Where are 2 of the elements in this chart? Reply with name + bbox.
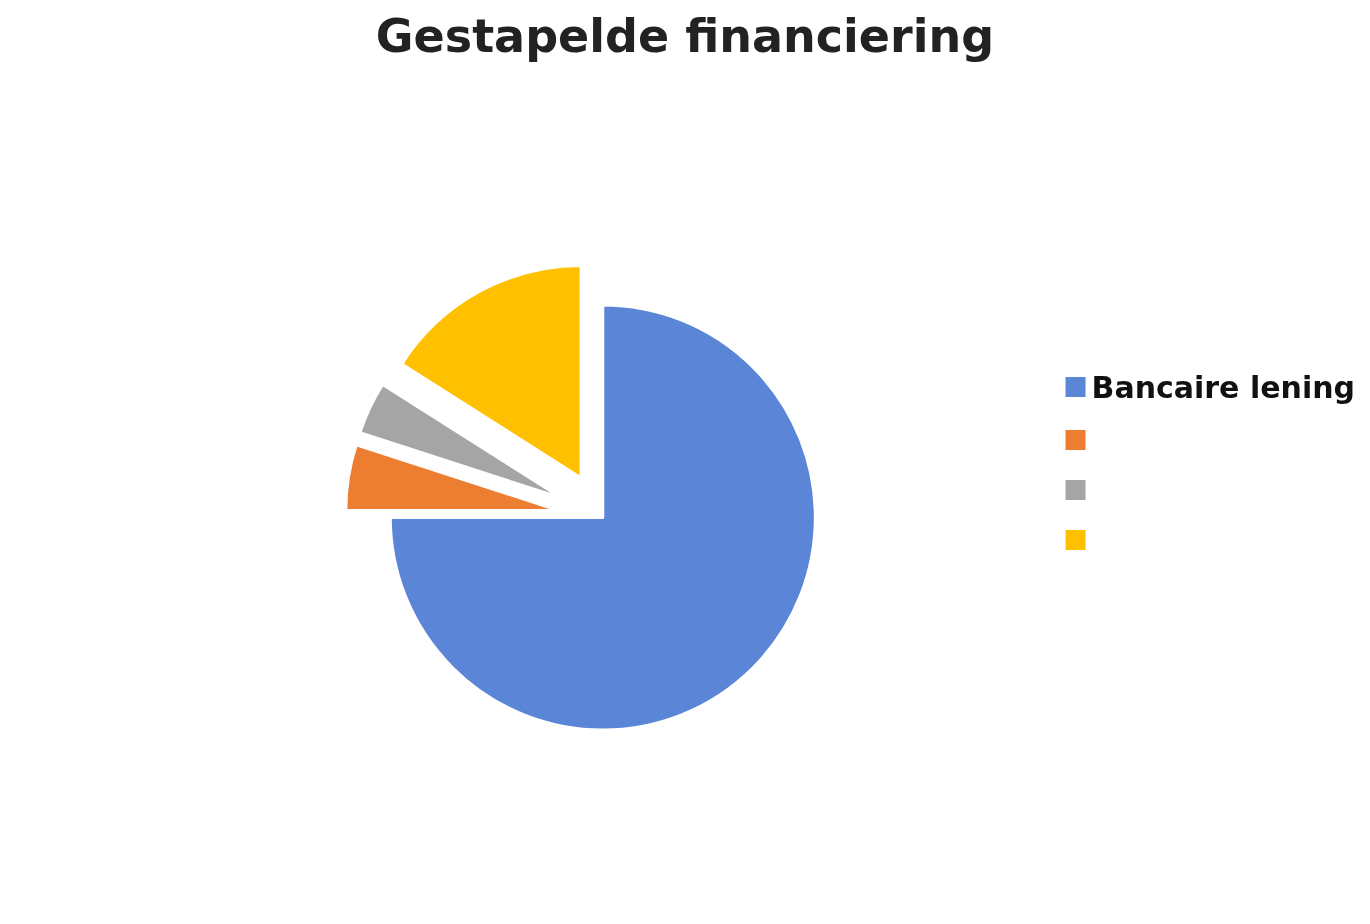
chart-title: Gestapelde financiering xyxy=(375,9,995,63)
legend-label: Bancaire lening xyxy=(1091,369,1355,405)
